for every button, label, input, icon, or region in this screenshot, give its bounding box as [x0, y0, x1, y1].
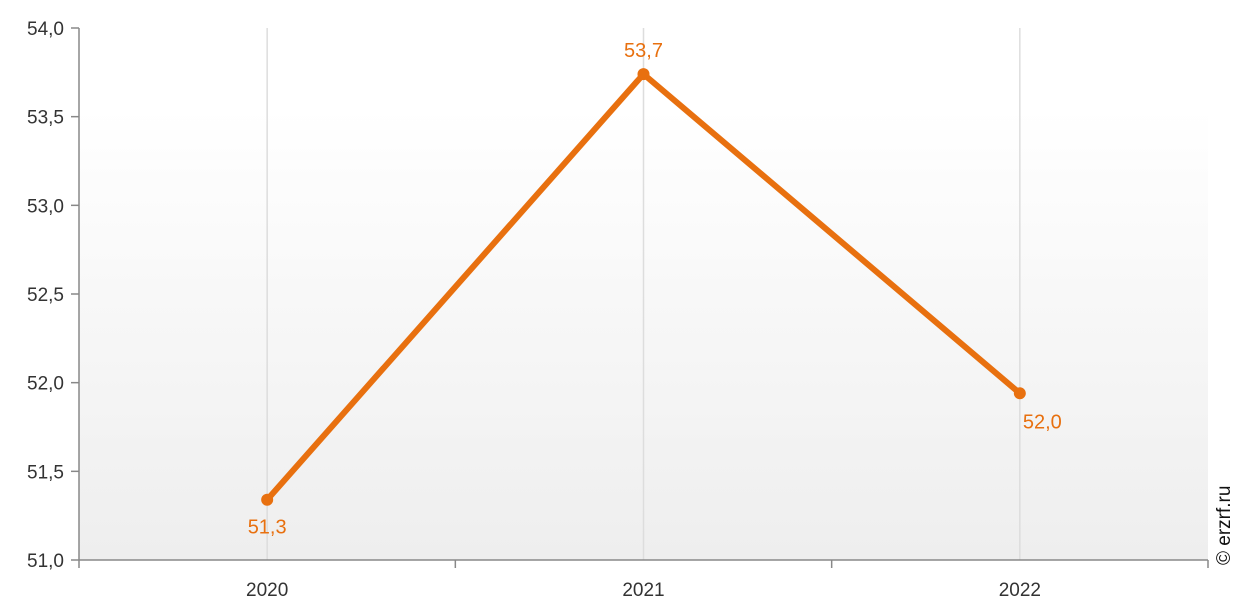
y-tick-label: 53,5	[27, 108, 64, 129]
x-tick-label-2021: 2021	[622, 580, 664, 601]
y-tick-label: 53,0	[27, 196, 64, 217]
y-tick-label: 51,5	[27, 462, 64, 483]
y-tick-label: 52,0	[27, 374, 64, 395]
y-tick-label: 51,0	[27, 551, 64, 572]
x-tick-label-2020: 2020	[246, 580, 288, 601]
watermark: © erzrf.ru	[1214, 486, 1234, 565]
axes: 51,0 51,5 52,0 52,5 53,0 53,5 54,0 2020 2021 2022	[27, 19, 1209, 601]
data-point-2022	[1013, 387, 1026, 400]
data-point-2020	[261, 493, 274, 506]
y-tick-label: 52,5	[27, 285, 64, 306]
data-point-2021	[637, 68, 650, 81]
series-line	[261, 68, 1026, 506]
x-tick-label-2022: 2022	[999, 580, 1041, 601]
data-label-2020: 51,3	[248, 517, 287, 539]
labels: 51,3 53,7 52,0	[248, 40, 1062, 539]
y-tick-label: 54,0	[27, 19, 64, 40]
grid-lines	[266, 28, 1021, 560]
data-label-2021: 53,7	[624, 40, 663, 62]
data-label-2022: 52,0	[1023, 411, 1062, 433]
